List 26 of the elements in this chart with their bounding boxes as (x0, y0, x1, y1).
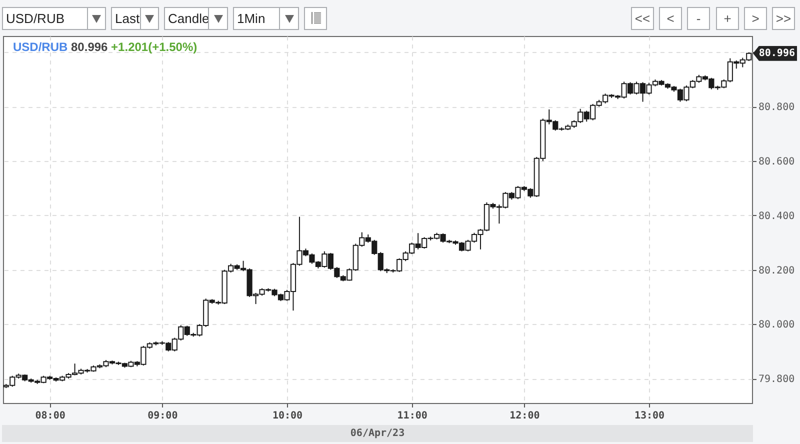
button: + (716, 7, 739, 30)
x-tick-label: 09:00 (148, 410, 178, 422)
button: << (631, 7, 654, 30)
button: < (659, 7, 682, 30)
button: > (744, 7, 767, 30)
annotation: 80.996 (70, 40, 108, 54)
y-tick-label: 80.400 (758, 210, 795, 222)
x-tick-label: 13:00 (634, 410, 665, 422)
x-tick-label: 11:00 (397, 410, 428, 422)
button: - (687, 7, 710, 30)
y-tick-label: 80.000 (758, 320, 795, 331)
y-tick-label: 80.600 (758, 156, 795, 168)
dropdown: 1Min (233, 7, 299, 30)
x-tick-label: 08:00 (35, 410, 66, 422)
dropdown: Candle (164, 7, 228, 30)
y-tick-label: 79.800 (758, 374, 795, 386)
y-tick-label: 80.800 (758, 102, 795, 114)
dropdown: USD/RUB (2, 7, 106, 30)
y-tick-label: 80.200 (758, 265, 795, 276)
x-tick-label: 10:00 (272, 410, 303, 422)
dropdown: Last (111, 7, 159, 30)
date-bar: 06/Apr/23 (2, 425, 753, 442)
chart-title: USD/RUB (13, 40, 68, 54)
button: >> (772, 7, 795, 30)
x-tick-label: 12:00 (510, 410, 540, 422)
annotation: +1.201(+1.50%) (110, 40, 198, 54)
